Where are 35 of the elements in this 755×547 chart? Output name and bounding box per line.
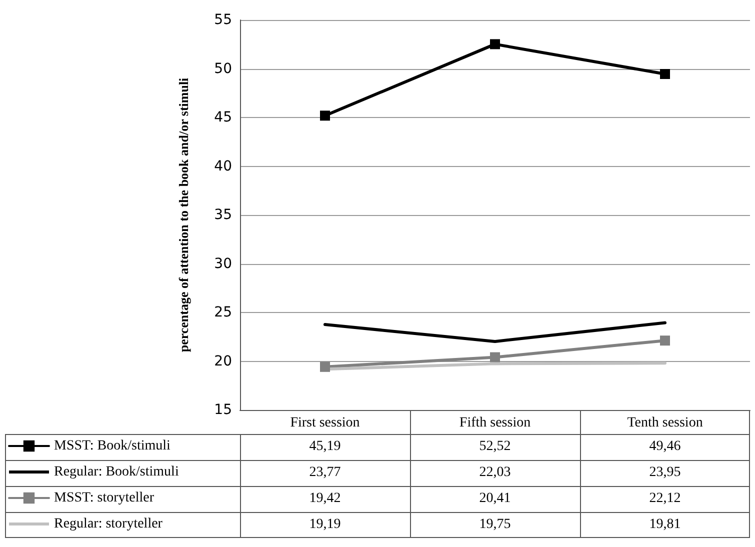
data-label: 19,42 bbox=[309, 491, 341, 507]
data-label: 45,19 bbox=[309, 439, 341, 455]
y-tick-label: 45 bbox=[214, 110, 232, 126]
data-label: 49,46 bbox=[649, 439, 681, 455]
data-label: 23,95 bbox=[649, 465, 681, 481]
y-tick-label: 40 bbox=[214, 158, 232, 174]
y-tick-label: 15 bbox=[214, 402, 232, 418]
legend-label: MSST: Book/stimuli bbox=[54, 438, 170, 454]
data-label: 52,52 bbox=[479, 439, 511, 455]
point bbox=[660, 69, 670, 80]
y-tick-label: 20 bbox=[214, 353, 232, 370]
data-label: 20,41 bbox=[479, 491, 511, 507]
data-label: 19,81 bbox=[649, 517, 681, 533]
legend-label: MSST: storyteller bbox=[54, 490, 154, 506]
point bbox=[660, 336, 670, 346]
point bbox=[320, 362, 330, 372]
y-tick-label: 50 bbox=[214, 60, 232, 77]
x-tick-label: Fifth session bbox=[459, 416, 531, 430]
y-tick-label: 30 bbox=[214, 256, 232, 272]
legend-label: Regular: storyteller bbox=[54, 516, 163, 532]
y-tick-label: 25 bbox=[214, 304, 232, 320]
data-label: 19,19 bbox=[309, 517, 341, 533]
x-tick-label: Tenth session bbox=[627, 416, 703, 430]
point bbox=[320, 110, 330, 121]
point bbox=[490, 352, 500, 362]
data-label: 22,03 bbox=[479, 465, 511, 481]
y-tick-label: 35 bbox=[214, 207, 232, 223]
x-tick-label: First session bbox=[290, 416, 360, 430]
y-tick-label: 55 bbox=[214, 12, 232, 28]
data-label: 22,12 bbox=[649, 491, 681, 507]
legend-label: Regular: Book/stimuli bbox=[54, 464, 179, 480]
point bbox=[490, 39, 500, 50]
data-label: 19,75 bbox=[479, 517, 511, 533]
y-axis-title: percentage of attention to the book and/or stimuli bbox=[176, 77, 191, 352]
data-label: 23,77 bbox=[309, 465, 341, 481]
